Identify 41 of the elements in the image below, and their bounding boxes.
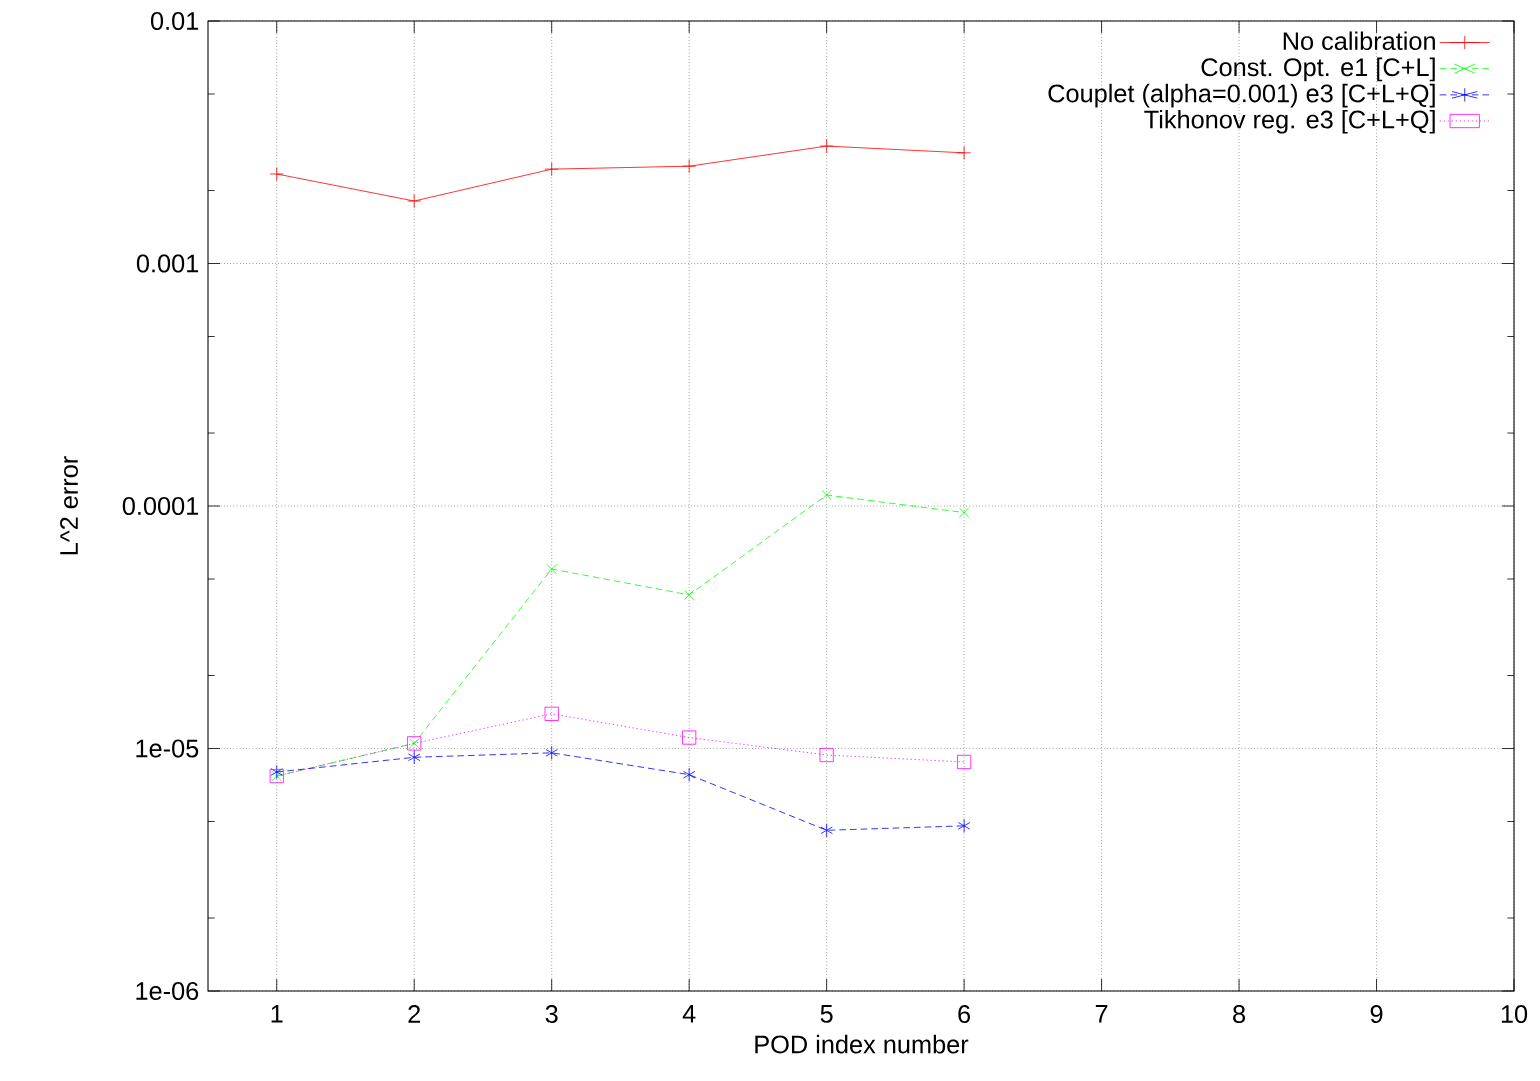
x-tick-label: 7 xyxy=(1095,1005,1108,1023)
point xyxy=(957,145,972,160)
y-tick-label: 1e-05 xyxy=(136,739,199,758)
y-tick-label: 1e-06 xyxy=(136,982,199,1000)
x-tick-label: 10 xyxy=(1501,1005,1528,1023)
y-tick-label: 0.01 xyxy=(150,12,199,30)
point xyxy=(959,507,970,518)
x-tick-label: 8 xyxy=(1233,1005,1246,1023)
point xyxy=(957,818,971,833)
x-tick-label: 3 xyxy=(545,1005,558,1023)
point xyxy=(545,745,558,760)
x-tick-label: 1 xyxy=(271,1005,283,1023)
point xyxy=(544,162,559,177)
point xyxy=(820,823,833,838)
point xyxy=(957,754,972,770)
point xyxy=(269,166,284,182)
point xyxy=(682,767,696,782)
point xyxy=(682,730,697,745)
point xyxy=(819,139,834,154)
point xyxy=(407,193,422,209)
x-tick-label: 2 xyxy=(408,1005,420,1023)
x-tick-label: 9 xyxy=(1370,1005,1383,1023)
point xyxy=(544,706,559,721)
y-tick-label: 0.0001 xyxy=(122,497,199,515)
y-axis-title: L^2 error xyxy=(60,456,78,555)
legend-label: No calibration xyxy=(1283,31,1435,51)
point xyxy=(819,747,834,763)
point xyxy=(682,159,697,174)
legend-label: Couplet (alpha=0.001) e3 [C+L+Q] xyxy=(1048,83,1435,108)
point xyxy=(821,489,832,501)
x-axis-title: POD index number xyxy=(755,1034,969,1054)
point xyxy=(270,764,283,780)
x-tick-label: 5 xyxy=(820,1005,833,1023)
legend-label: Tikhonov reg. e3 [C+L+Q] xyxy=(1144,109,1435,134)
point xyxy=(546,563,557,575)
y-tick-label: 0.001 xyxy=(136,254,199,273)
point xyxy=(408,750,421,765)
x-tick-label: 4 xyxy=(682,1005,696,1023)
point xyxy=(684,589,695,601)
x-tick-label: 6 xyxy=(958,1005,971,1023)
legend-label: Const. Opt. e1 [C+L] xyxy=(1201,57,1435,82)
